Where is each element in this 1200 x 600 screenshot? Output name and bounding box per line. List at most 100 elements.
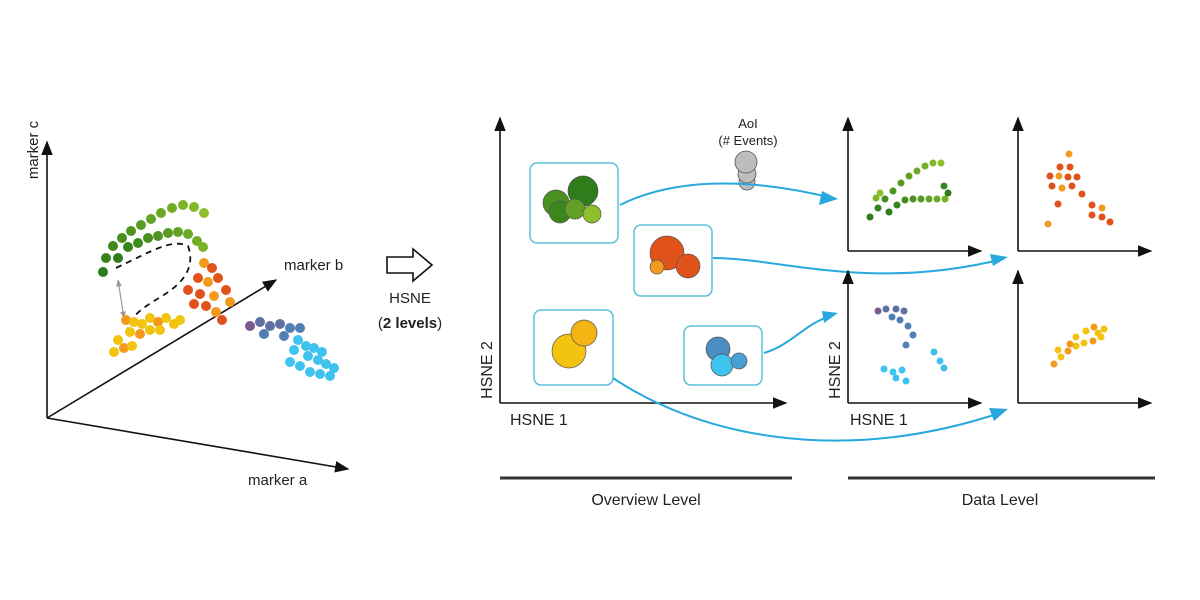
scatter-point bbox=[904, 322, 912, 330]
scatter-point bbox=[207, 263, 217, 273]
scatter-point bbox=[1065, 150, 1073, 158]
landmark-yellow-2[interactable] bbox=[570, 319, 598, 347]
data-level-points bbox=[866, 150, 1114, 385]
scatter-point bbox=[929, 159, 937, 167]
scatter-point bbox=[937, 159, 945, 167]
scatter-point bbox=[944, 189, 952, 197]
scatter-point bbox=[143, 233, 153, 243]
scatter-point bbox=[108, 241, 118, 251]
scatter-point bbox=[136, 220, 146, 230]
scatter-point bbox=[1054, 346, 1062, 354]
aoi-label-line1: AoI bbox=[738, 116, 758, 131]
scatter-point bbox=[1098, 213, 1106, 221]
scatter-point bbox=[279, 331, 289, 341]
data-level-label: Data Level bbox=[962, 492, 1039, 509]
scatter-point bbox=[1066, 340, 1074, 348]
landmark-blue-3[interactable] bbox=[730, 352, 748, 370]
scatter-point bbox=[146, 214, 156, 224]
scatter-point bbox=[315, 369, 325, 379]
scatter-point bbox=[917, 195, 925, 203]
scatter-point bbox=[1072, 333, 1080, 341]
scatter-point bbox=[161, 313, 171, 323]
scatter-point bbox=[133, 238, 143, 248]
scatter-point bbox=[892, 374, 900, 382]
scatter-point bbox=[209, 291, 219, 301]
scatter-point bbox=[1044, 220, 1052, 228]
scatter-point bbox=[905, 172, 913, 180]
scatter-point bbox=[303, 351, 313, 361]
scatter-point bbox=[885, 208, 893, 216]
scatter-point bbox=[933, 195, 941, 203]
landmark-orange-3[interactable] bbox=[649, 259, 665, 275]
landmark-green-4[interactable] bbox=[564, 198, 586, 220]
scatter-point bbox=[925, 195, 933, 203]
scatter-point bbox=[153, 317, 163, 327]
scatter-point bbox=[1050, 360, 1058, 368]
scatter-point bbox=[889, 368, 897, 376]
scatter-point bbox=[126, 226, 136, 236]
scatter-point bbox=[882, 305, 890, 313]
scatter-point bbox=[195, 289, 205, 299]
scatter-point bbox=[901, 196, 909, 204]
scatter-point bbox=[127, 341, 137, 351]
scatter-point bbox=[881, 195, 889, 203]
scatter-point bbox=[329, 363, 339, 373]
scatter-point bbox=[129, 317, 139, 327]
axis-marker-b bbox=[46, 279, 278, 419]
hsne-transform: HSNE (2 levels) bbox=[378, 247, 442, 332]
scatter-point bbox=[201, 301, 211, 311]
landmark-green-5[interactable] bbox=[582, 204, 602, 224]
scatter-point bbox=[183, 229, 193, 239]
data-level-panel: HSNE 1 HSNE 2 bbox=[827, 116, 1153, 429]
scatter-point bbox=[113, 335, 123, 345]
scatter-point bbox=[874, 307, 882, 315]
scatter-point bbox=[909, 195, 917, 203]
scatter-point bbox=[178, 200, 188, 210]
scatter-point bbox=[889, 187, 897, 195]
scatter-point bbox=[113, 253, 123, 263]
scatter-point bbox=[874, 204, 882, 212]
distance-arrow bbox=[116, 279, 126, 319]
flow-green bbox=[619, 182, 833, 206]
scatter-point bbox=[888, 313, 896, 321]
scatter-point bbox=[225, 297, 235, 307]
scatter-point bbox=[1082, 327, 1090, 335]
scatter-point bbox=[109, 347, 119, 357]
flow-orange bbox=[712, 257, 1004, 275]
scatter-point bbox=[893, 201, 901, 209]
scatter-point bbox=[98, 267, 108, 277]
scatter-point bbox=[101, 253, 111, 263]
scatter-point bbox=[1100, 325, 1108, 333]
scatter-point bbox=[1068, 182, 1076, 190]
scatter-point bbox=[153, 231, 163, 241]
landmark-blue-2[interactable] bbox=[710, 353, 734, 377]
scatter-point bbox=[1078, 190, 1086, 198]
scatter-point bbox=[321, 359, 331, 369]
scatter-point bbox=[167, 203, 177, 213]
scatter-point bbox=[289, 345, 299, 355]
marker-space-panel: marker c marker a marker b bbox=[25, 120, 350, 489]
scatter-point bbox=[213, 273, 223, 283]
scatter-point bbox=[305, 367, 315, 377]
scatter-point bbox=[1098, 204, 1106, 212]
scatter-point bbox=[325, 371, 335, 381]
flow-blue bbox=[763, 315, 833, 354]
scatter-point bbox=[155, 325, 165, 335]
scatter-point bbox=[1046, 172, 1054, 180]
hsne-levels-label: (2 levels) bbox=[378, 315, 442, 332]
scatter-point bbox=[259, 329, 269, 339]
scatter-point bbox=[295, 323, 305, 333]
scatter-point bbox=[876, 189, 884, 197]
scatter-point bbox=[1055, 172, 1063, 180]
scatter-point bbox=[1080, 339, 1088, 347]
aoi-label-line2: (# Events) bbox=[718, 133, 777, 148]
scatter-point bbox=[255, 317, 265, 327]
scatter-point bbox=[285, 323, 295, 333]
flow-head-yellow bbox=[989, 408, 1008, 421]
landmark-orange-2[interactable] bbox=[675, 253, 701, 279]
scatter-point bbox=[221, 285, 231, 295]
scatter-point bbox=[121, 315, 131, 325]
scatter-point bbox=[913, 167, 921, 175]
marker-a-label: marker a bbox=[248, 472, 308, 489]
zoom-flows bbox=[612, 182, 1008, 442]
